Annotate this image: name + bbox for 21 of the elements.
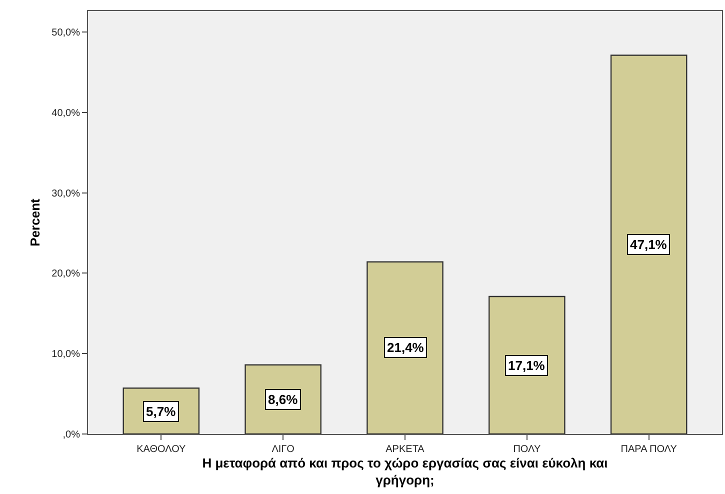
bar (610, 54, 688, 434)
x-tick-label: ΚΑΘΟΛΟΥ (136, 444, 186, 455)
data-label: 21,4% (387, 340, 424, 355)
x-axis-title: Η μεταφορά από και προς το χώρο εργασίας σας είναι εύκολη και γρήγορη; (202, 456, 608, 488)
y-tick-label: 10,0% (52, 349, 80, 360)
data-label: 47,1% (630, 237, 668, 252)
y-tick-label: ,0% (62, 430, 80, 440)
data-label: 8,6% (268, 392, 298, 407)
y-tick-label: 20,0% (52, 268, 80, 280)
x-tick-label: ΠΑΡΑ ΠΟΛΥ (620, 444, 678, 455)
bar (488, 296, 566, 434)
y-axis-title: Percent (28, 198, 43, 246)
x-tick-label: ΠΟΛΥ (513, 444, 541, 455)
bar (366, 261, 444, 434)
data-label: 17,1% (508, 358, 546, 373)
y-tick-label: 40,0% (52, 108, 80, 119)
data-label: 5,7% (146, 404, 176, 419)
x-tick-label: ΛΙΓΟ (272, 444, 295, 455)
x-tick-label: ΑΡΚΕΤΑ (386, 444, 425, 455)
y-tick-label: 50,0% (52, 27, 80, 38)
y-tick-label: 30,0% (52, 188, 80, 200)
